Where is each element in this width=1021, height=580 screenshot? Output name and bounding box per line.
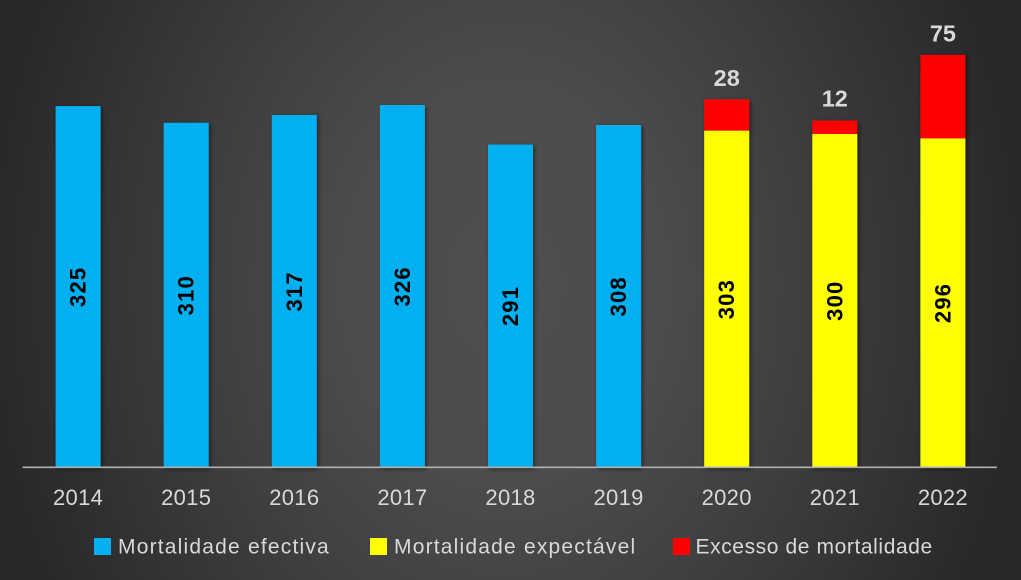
svg-text:325: 325 (66, 267, 91, 307)
svg-text:Excesso de mortalidade: Excesso de mortalidade (696, 536, 933, 559)
svg-text:303: 303 (714, 279, 739, 319)
svg-text:2014: 2014 (53, 485, 103, 510)
svg-text:308: 308 (606, 276, 631, 316)
svg-text:2022: 2022 (918, 485, 968, 510)
svg-text:317: 317 (282, 271, 307, 311)
svg-text:2017: 2017 (377, 485, 427, 510)
svg-text:Mortalidade expectável: Mortalidade expectável (394, 536, 636, 559)
svg-text:2015: 2015 (161, 485, 211, 510)
svg-text:310: 310 (174, 275, 199, 315)
svg-text:326: 326 (390, 266, 415, 306)
svg-text:2018: 2018 (485, 485, 535, 510)
svg-text:2019: 2019 (594, 485, 644, 510)
svg-text:28: 28 (714, 65, 740, 91)
svg-text:2016: 2016 (269, 485, 319, 510)
svg-text:2020: 2020 (702, 485, 752, 510)
svg-text:Mortalidade efectiva: Mortalidade efectiva (118, 536, 330, 559)
svg-text:296: 296 (930, 283, 955, 323)
svg-text:12: 12 (822, 86, 848, 112)
svg-text:300: 300 (822, 281, 847, 321)
svg-text:75: 75 (930, 21, 956, 47)
svg-text:2021: 2021 (810, 485, 860, 510)
svg-text:291: 291 (498, 286, 523, 326)
